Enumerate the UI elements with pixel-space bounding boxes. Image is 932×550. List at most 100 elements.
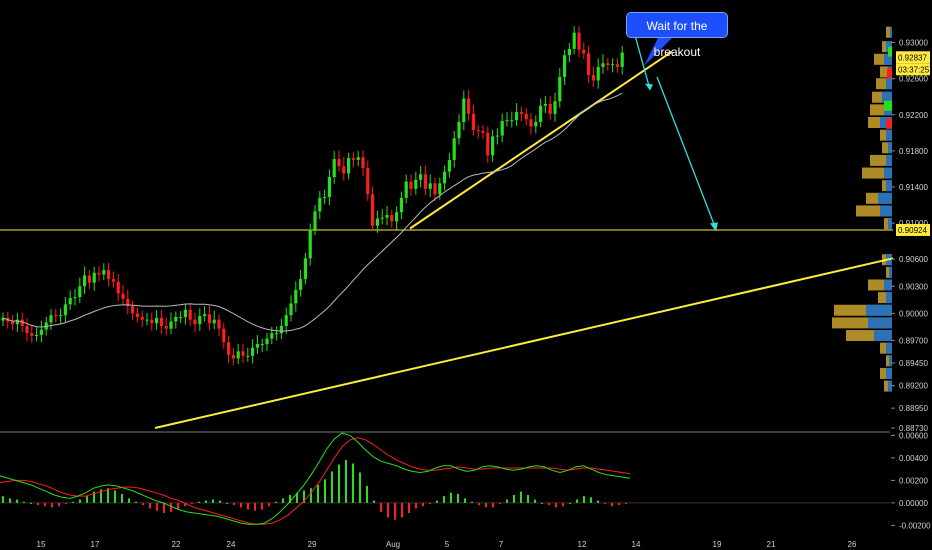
macd-histogram-bar: [289, 495, 291, 503]
candle-body: [361, 157, 365, 169]
macd-histogram-bar: [373, 500, 375, 503]
volume-profile-bar: [834, 304, 892, 316]
candle-body: [193, 319, 197, 325]
callout-pointer: [644, 38, 672, 66]
candle-body: [510, 120, 514, 122]
candle-body: [414, 179, 418, 189]
current-price-tag-box: [896, 51, 930, 64]
candle-body: [409, 181, 413, 189]
macd-line: [0, 432, 631, 525]
candle-body: [260, 344, 264, 346]
candle-body: [107, 270, 111, 280]
candle-body: [15, 319, 19, 325]
price-axis[interactable]: 0.93000 0.92600 0.92200 0.91800 0.91400 0.910…: [891, 39, 928, 433]
candle-body: [543, 103, 547, 106]
price-tick-label: 0.91800: [899, 147, 928, 156]
macd-histogram-bar: [625, 502, 627, 504]
macd-histogram-bar: [583, 496, 585, 503]
macd-histogram-bar: [310, 488, 312, 503]
moving-average-line: [2, 92, 623, 332]
candle-body: [332, 159, 336, 178]
time-axis[interactable]: 15 17 22 24 29 Aug 5 7 12 14 19 21 26: [37, 540, 857, 549]
candle-body: [68, 298, 72, 305]
candle-body: [438, 183, 442, 195]
candle-body: [428, 183, 432, 189]
level-price-tag: 0.90924: [898, 226, 927, 235]
volume-profile-bar: [870, 104, 892, 116]
candle-body: [126, 298, 130, 307]
candle-body: [591, 75, 595, 81]
candle-body: [164, 326, 168, 329]
candle-body: [135, 313, 139, 317]
volume-profile-bar: [886, 154, 892, 166]
macd-histogram-bar: [317, 484, 319, 503]
macd-histogram-bar: [268, 502, 270, 507]
candle-body: [327, 177, 331, 197]
candle-body: [447, 159, 451, 172]
macd-histogram-bar: [65, 502, 67, 504]
volume-profile-bar: [886, 180, 892, 192]
candle-body: [1, 317, 5, 321]
candle-body: [337, 159, 341, 167]
price-tick-label: 0.92600: [899, 75, 928, 84]
volume-profile-bar: [886, 78, 892, 90]
price-tick-label: 0.90300: [899, 282, 928, 291]
candle-body: [179, 316, 183, 318]
callout-text: Wait for the breakout: [646, 19, 708, 59]
candle-body: [548, 103, 552, 114]
macd-histogram-bar: [219, 500, 221, 503]
level-price-tag-box: [896, 223, 930, 236]
time-tick-label: 12: [578, 540, 587, 549]
volume-profile-bar: [832, 317, 892, 329]
candle-body: [212, 319, 216, 324]
macd-histogram-bar: [212, 499, 214, 503]
candle-body: [452, 138, 456, 160]
macd-histogram-bar: [240, 502, 242, 508]
projection-arrow-1: [633, 31, 651, 90]
candle-body: [558, 76, 562, 102]
macd-histogram-bar: [170, 502, 172, 512]
candle-body: [476, 130, 480, 132]
candle-body: [582, 49, 586, 54]
macd-histogram-bar: [226, 502, 228, 504]
volume-profile-bar: [880, 66, 892, 78]
macd-histogram-bar: [590, 497, 592, 503]
volume-profile-bar: [887, 68, 892, 79]
macd-histogram-bar: [415, 502, 417, 509]
time-tick-label: 14: [632, 540, 641, 549]
volume-profile-bar: [874, 53, 892, 65]
candle-body: [203, 314, 207, 317]
macd-axis[interactable]: 0.00600 0.00400 0.00200 0.00000 -0.00200: [891, 431, 931, 530]
annotation-callout[interactable]: Wait for the breakout: [626, 12, 728, 59]
volume-profile-bar: [856, 205, 892, 217]
candle-body: [471, 113, 475, 131]
volume-profile-bar: [870, 154, 892, 166]
candle-body: [289, 303, 293, 316]
volume-profile-bar: [886, 292, 892, 304]
candle-body: [241, 351, 245, 356]
price-tick-label: 0.88730: [899, 424, 928, 433]
time-tick-label: 15: [37, 540, 46, 549]
candle-body: [73, 297, 77, 299]
macd-tick-label: 0.00600: [899, 431, 928, 440]
macd-histogram-bar: [177, 502, 179, 510]
macd-histogram-bar: [555, 502, 557, 508]
macd-histogram-bar: [275, 501, 277, 503]
macd-histogram-bar: [135, 501, 137, 503]
macd-histogram-bar: [282, 498, 284, 503]
volume-profile-bar: [868, 279, 892, 291]
candle-body: [102, 270, 106, 275]
macd-histogram-bar: [569, 502, 571, 504]
price-tick-label: 0.89450: [899, 359, 928, 368]
candle-body: [505, 120, 509, 122]
volume-profile-bar: [884, 167, 892, 179]
macd-histogram-bar: [72, 501, 74, 503]
candle-body: [462, 98, 466, 122]
candle-body: [313, 211, 317, 230]
macd-histogram-bar: [485, 502, 487, 508]
macd-histogram-bar: [58, 502, 60, 507]
macd-histogram-bar: [163, 502, 165, 513]
candle-body: [347, 158, 351, 174]
macd-histogram-bar: [366, 486, 368, 503]
